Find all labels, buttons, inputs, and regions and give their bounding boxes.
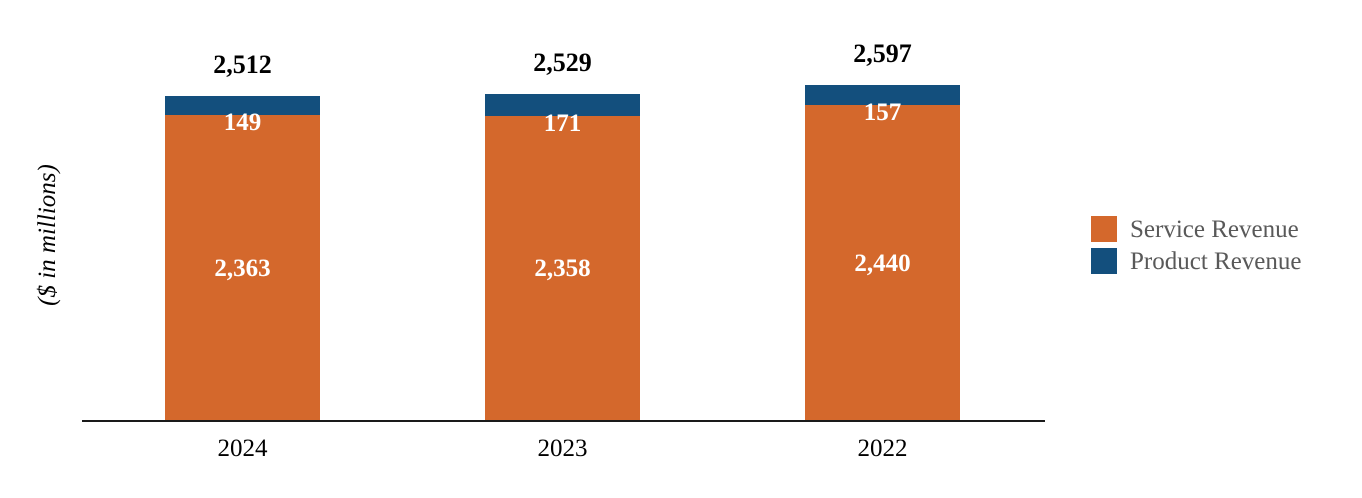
product-revenue-segment bbox=[805, 85, 960, 105]
x-axis-category-label: 2023 bbox=[537, 435, 588, 462]
x-axis-baseline bbox=[82, 420, 1045, 422]
legend-item-product-revenue: Product Revenue bbox=[1091, 248, 1301, 274]
bar-group-2024: 2,512 2,363 149 2024 bbox=[165, 0, 320, 498]
total-value-label: 2,597 bbox=[853, 39, 912, 68]
service-value-label: 2,363 bbox=[214, 254, 271, 282]
y-axis-title: ($ in millions) bbox=[34, 164, 61, 306]
product-value-label: 157 bbox=[863, 99, 902, 126]
service-value-label: 2,358 bbox=[534, 255, 591, 282]
total-value-label: 2,529 bbox=[533, 48, 592, 77]
service-revenue-segment: 2,363 bbox=[165, 115, 320, 421]
legend-label: Product Revenue bbox=[1130, 247, 1302, 275]
product-revenue-segment bbox=[485, 94, 640, 116]
product-value-label: 149 bbox=[223, 109, 262, 136]
x-axis-category-label: 2024 bbox=[217, 435, 268, 462]
bar-group-2023: 2,529 2,358 171 2023 bbox=[485, 0, 640, 498]
product-value-label: 171 bbox=[543, 110, 582, 137]
stacked-bar: 2,363 149 bbox=[165, 96, 320, 421]
x-axis-category-label: 2022 bbox=[857, 435, 908, 462]
product-revenue-swatch-icon bbox=[1091, 248, 1117, 274]
total-value-label: 2,512 bbox=[213, 50, 272, 79]
stacked-bar: 2,358 171 bbox=[485, 94, 640, 421]
legend: Service Revenue Product Revenue bbox=[1091, 216, 1301, 274]
service-revenue-swatch-icon bbox=[1091, 216, 1117, 242]
service-value-label: 2,440 bbox=[854, 249, 911, 277]
stacked-bar: 2,440 157 bbox=[805, 85, 960, 421]
bar-group-2022: 2,597 2,440 157 2022 bbox=[805, 0, 960, 498]
legend-label: Service Revenue bbox=[1130, 215, 1299, 243]
service-revenue-segment: 2,358 bbox=[485, 116, 640, 421]
legend-item-service-revenue: Service Revenue bbox=[1091, 216, 1301, 242]
service-revenue-segment: 2,440 bbox=[805, 105, 960, 421]
product-revenue-segment bbox=[165, 96, 320, 115]
